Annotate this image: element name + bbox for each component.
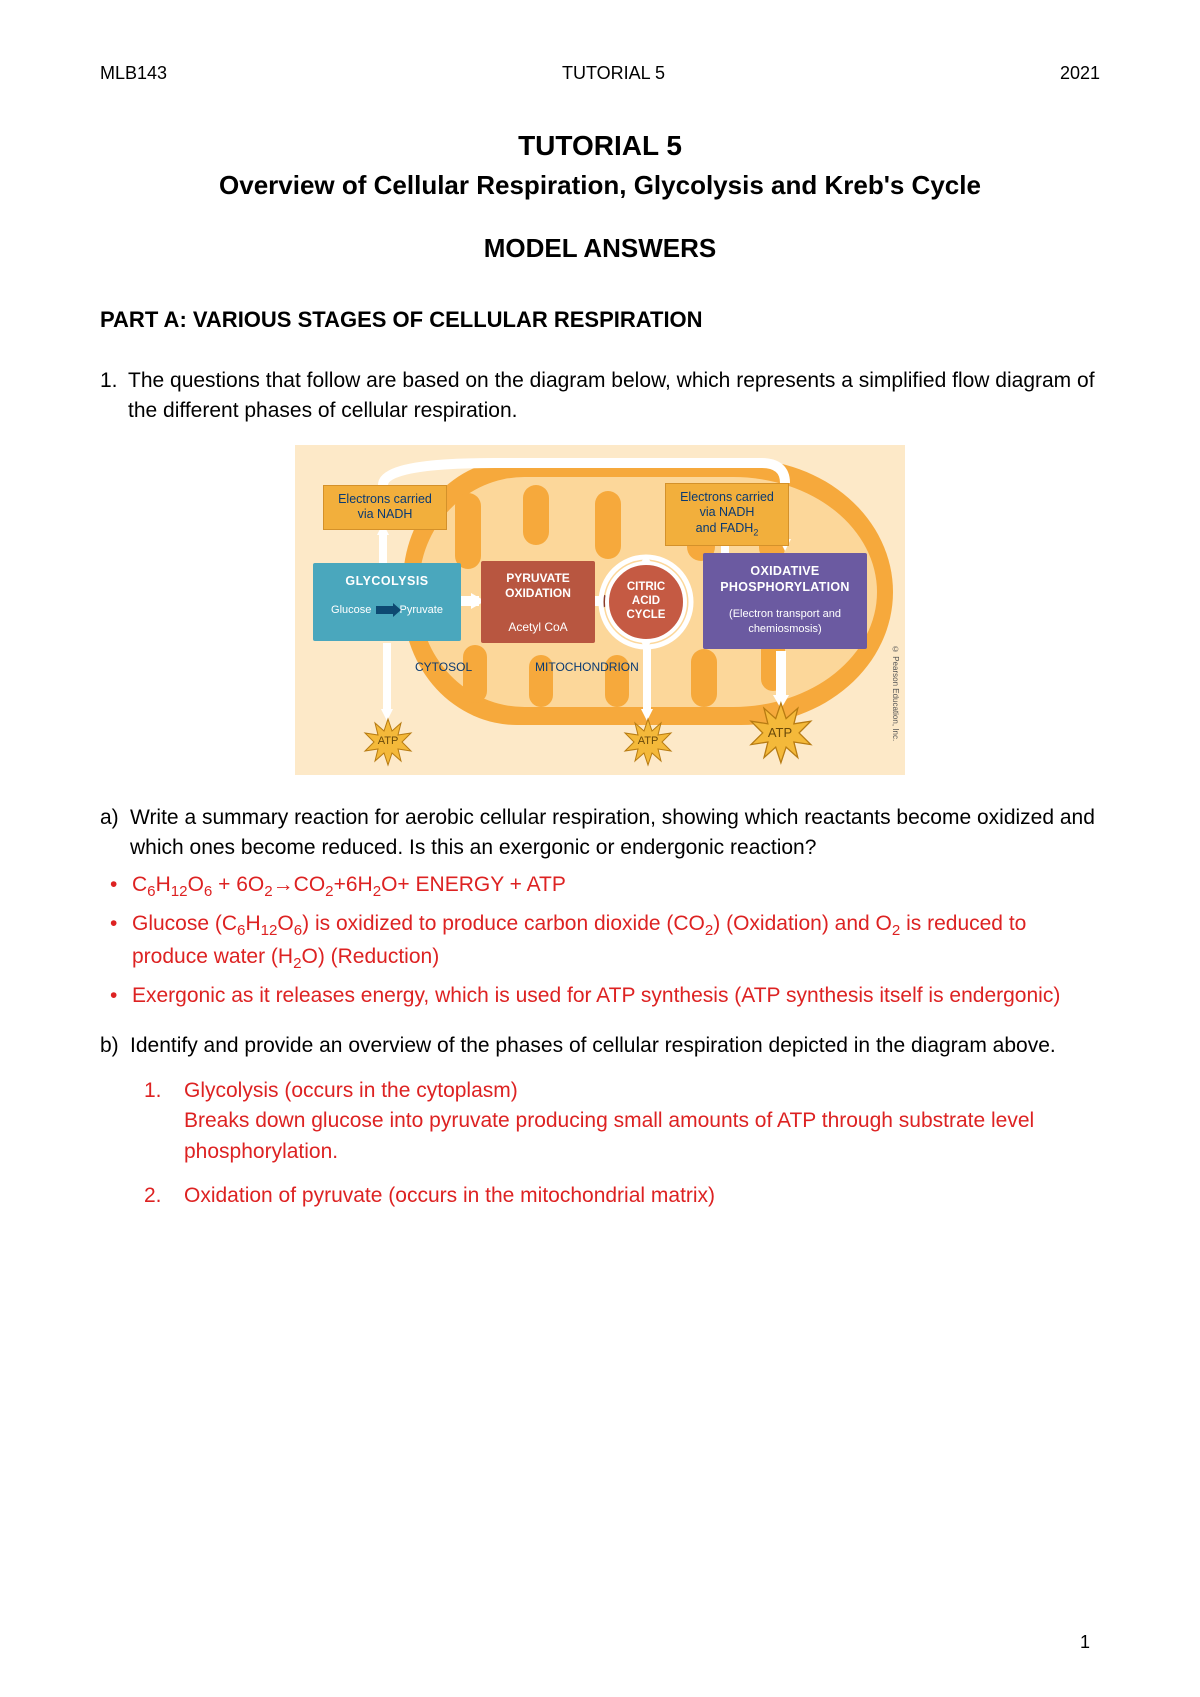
nadh-right-l1: Electrons carried xyxy=(680,490,774,504)
qb-label: b) xyxy=(100,1031,130,1061)
qa-label: a) xyxy=(100,803,130,864)
pyox-detail: Acetyl CoA xyxy=(489,620,587,636)
phase-text: Oxidation of pyruvate (occurs in the mit… xyxy=(184,1181,1100,1211)
part-a-heading: PART A: VARIOUS STAGES OF CELLULAR RESPI… xyxy=(100,304,1100,336)
glucose-label: Glucose xyxy=(331,604,371,616)
oxphos-title: OXIDATIVE PHOSPHORYLATION xyxy=(711,563,859,596)
crista xyxy=(595,491,621,559)
citric-acid-cycle: CITRIC ACID CYCLE xyxy=(605,561,687,643)
pyruvate-label: Pyruvate xyxy=(400,604,443,616)
question-1-intro: 1. The questions that follow are based o… xyxy=(100,366,1100,427)
answer-bullet: •C6H12O6 + 6O2→CO2+6H2O+ ENERGY + ATP xyxy=(100,870,1100,903)
nadh-right-sub: 2 xyxy=(753,528,758,538)
crista xyxy=(523,485,549,545)
phase-text: Glycolysis (occurs in the cytoplasm)Brea… xyxy=(184,1076,1100,1167)
nadh-right-l3: and FADH xyxy=(696,521,754,535)
pyruvate-oxidation-box: PYRUVATE OXIDATION Acetyl CoA xyxy=(481,561,595,643)
diagram-copyright: © Pearson Education, Inc. xyxy=(889,645,901,741)
bullet-dot: • xyxy=(110,870,132,903)
nadh-right-box: Electrons carried via NADH and FADH2 xyxy=(665,483,789,546)
cac-l2: ACID xyxy=(632,595,660,607)
bullet-dot: • xyxy=(110,981,132,1011)
answer-text: C6H12O6 + 6O2→CO2+6H2O+ ENERGY + ATP xyxy=(132,870,1100,903)
phase-item: 2.Oxidation of pyruvate (occurs in the m… xyxy=(100,1181,1100,1211)
model-answers-heading: MODEL ANSWERS xyxy=(100,230,1100,268)
title-sub: Overview of Cellular Respiration, Glycol… xyxy=(100,167,1100,205)
glycolysis-title: GLYCOLYSIS xyxy=(321,573,453,589)
crista xyxy=(455,493,481,569)
oxphos-detail: (Electron transport and chemiosmosis) xyxy=(711,607,859,636)
course-code: MLB143 xyxy=(100,60,167,86)
atp-star: ATP xyxy=(365,719,411,765)
page-number: 1 xyxy=(1080,1629,1090,1655)
page-header: MLB143 TUTORIAL 5 2021 xyxy=(100,60,1100,86)
header-year: 2021 xyxy=(1060,60,1100,86)
question-number: 1. xyxy=(100,366,128,427)
answer-bullet: •Glucose (C6H12O6) is oxidized to produc… xyxy=(100,909,1100,975)
diagram-container: Electrons carried via NADH Electrons car… xyxy=(100,445,1100,775)
qb-question: Identify and provide an overview of the … xyxy=(130,1031,1100,1061)
mitochondrion-label: MITOCHONDRION xyxy=(535,659,639,676)
phase-number: 2. xyxy=(144,1181,184,1211)
title-main: TUTORIAL 5 xyxy=(100,126,1100,167)
answer-text: Exergonic as it releases energy, which i… xyxy=(132,981,1100,1011)
cytosol-label: CYTOSOL xyxy=(415,659,472,676)
answer-text: Glucose (C6H12O6) is oxidized to produce… xyxy=(132,909,1100,975)
atp-star: ATP xyxy=(625,719,671,765)
pyox-title: PYRUVATE OXIDATION xyxy=(489,571,587,602)
arrow-icon xyxy=(376,606,394,614)
phase-number: 1. xyxy=(144,1076,184,1167)
nadh-left-box: Electrons carried via NADH xyxy=(323,485,447,530)
phase-item: 1.Glycolysis (occurs in the cytoplasm)Br… xyxy=(100,1076,1100,1167)
nadh-right-l2: via NADH xyxy=(700,505,755,519)
crista xyxy=(691,649,717,707)
qa-question: Write a summary reaction for aerobic cel… xyxy=(130,803,1100,864)
cac-l1: CITRIC xyxy=(627,581,665,593)
cac-l3: CYCLE xyxy=(627,609,666,621)
oxidative-phosphorylation-box: OXIDATIVE PHOSPHORYLATION (Electron tran… xyxy=(703,553,867,649)
header-tutorial: TUTORIAL 5 xyxy=(562,60,665,86)
question-b: b) Identify and provide an overview of t… xyxy=(100,1031,1100,1061)
answer-bullet: •Exergonic as it releases energy, which … xyxy=(100,981,1100,1011)
question-a: a) Write a summary reaction for aerobic … xyxy=(100,803,1100,864)
cellular-respiration-diagram: Electrons carried via NADH Electrons car… xyxy=(295,445,905,775)
glycolysis-box: GLYCOLYSIS Glucose Pyruvate xyxy=(313,563,461,641)
atp-star-large: ATP xyxy=(751,705,809,763)
question-1-text: The questions that follow are based on t… xyxy=(128,366,1100,427)
title-block: TUTORIAL 5 Overview of Cellular Respirat… xyxy=(100,126,1100,204)
bullet-dot: • xyxy=(110,909,132,975)
glycolysis-detail: Glucose Pyruvate xyxy=(321,603,453,617)
